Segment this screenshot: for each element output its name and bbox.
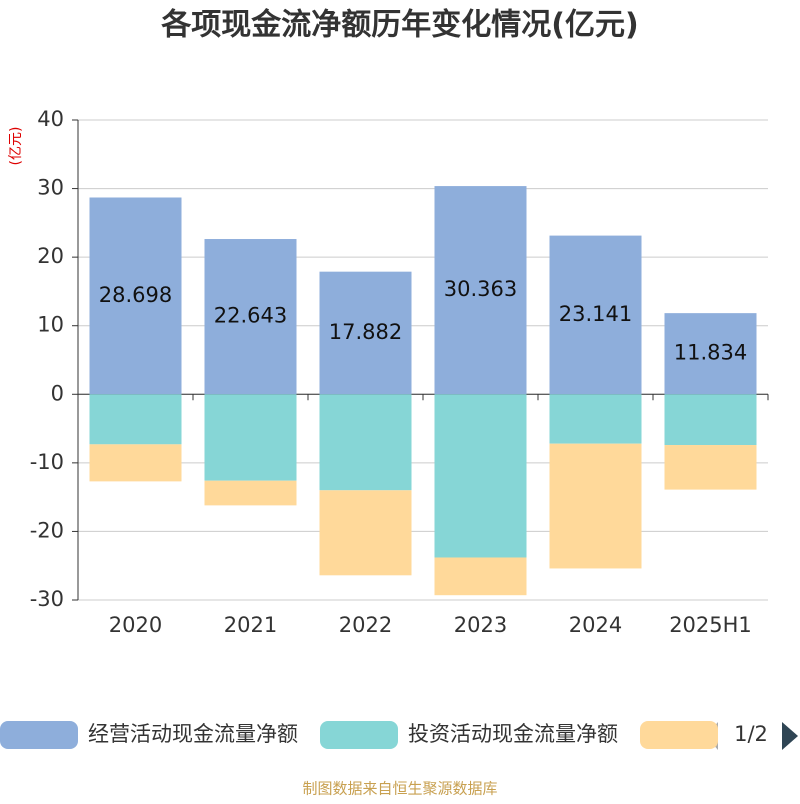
data-label: 22.643 xyxy=(214,304,287,328)
bar xyxy=(319,394,412,491)
data-label: 30.363 xyxy=(444,277,517,301)
bar xyxy=(89,197,182,395)
x-tick-label: 2023 xyxy=(454,613,507,637)
x-tick-label: 2021 xyxy=(224,613,277,637)
y-unit: (亿元) xyxy=(8,127,24,166)
y-tick-label: 30 xyxy=(37,176,64,200)
bar xyxy=(204,239,297,395)
y-tick-label: -20 xyxy=(30,518,64,542)
source: 制图数据来自恒生聚源数据库 xyxy=(302,780,497,798)
data-label: 28.698 xyxy=(99,283,172,307)
y-tick-label: -30 xyxy=(30,587,64,611)
legend-next[interactable] xyxy=(782,722,798,750)
bar xyxy=(204,394,297,481)
y-tick-label: 40 xyxy=(37,107,64,131)
bar xyxy=(434,394,527,558)
bar xyxy=(549,394,642,444)
x-tick-label: 2022 xyxy=(339,613,392,637)
bar xyxy=(434,186,527,395)
bar xyxy=(434,557,527,596)
legend-label: 经营活动现金流量净额 xyxy=(88,722,298,746)
data-label: 17.882 xyxy=(329,320,402,344)
x-tick-label: 2020 xyxy=(109,613,162,637)
bar xyxy=(549,235,642,395)
data-label: 23.141 xyxy=(559,302,632,326)
legend-label: 投资活动现金流量净额 xyxy=(408,722,618,746)
legend-swatch xyxy=(320,721,398,749)
y-tick-label: 0 xyxy=(51,381,64,405)
x-tick-label: 2024 xyxy=(569,613,622,637)
bar xyxy=(664,313,757,395)
data-label: 11.834 xyxy=(674,341,747,365)
bar xyxy=(204,480,297,506)
bar xyxy=(549,443,642,569)
bar xyxy=(89,394,182,445)
x-tick-label: 2025H1 xyxy=(669,613,752,637)
bar xyxy=(319,271,412,395)
legend-page: 1/2 xyxy=(734,722,768,746)
bar xyxy=(319,490,412,576)
bar xyxy=(89,444,182,482)
chart-title: 各项现金流净额历年变化情况(亿元) xyxy=(160,8,638,43)
legend-swatch xyxy=(640,721,718,749)
bar xyxy=(664,394,757,446)
y-tick-label: 20 xyxy=(37,244,64,268)
bar xyxy=(664,445,757,490)
legend-swatch xyxy=(0,721,78,749)
y-tick-label: 10 xyxy=(37,313,64,337)
y-tick-label: -10 xyxy=(30,450,64,474)
